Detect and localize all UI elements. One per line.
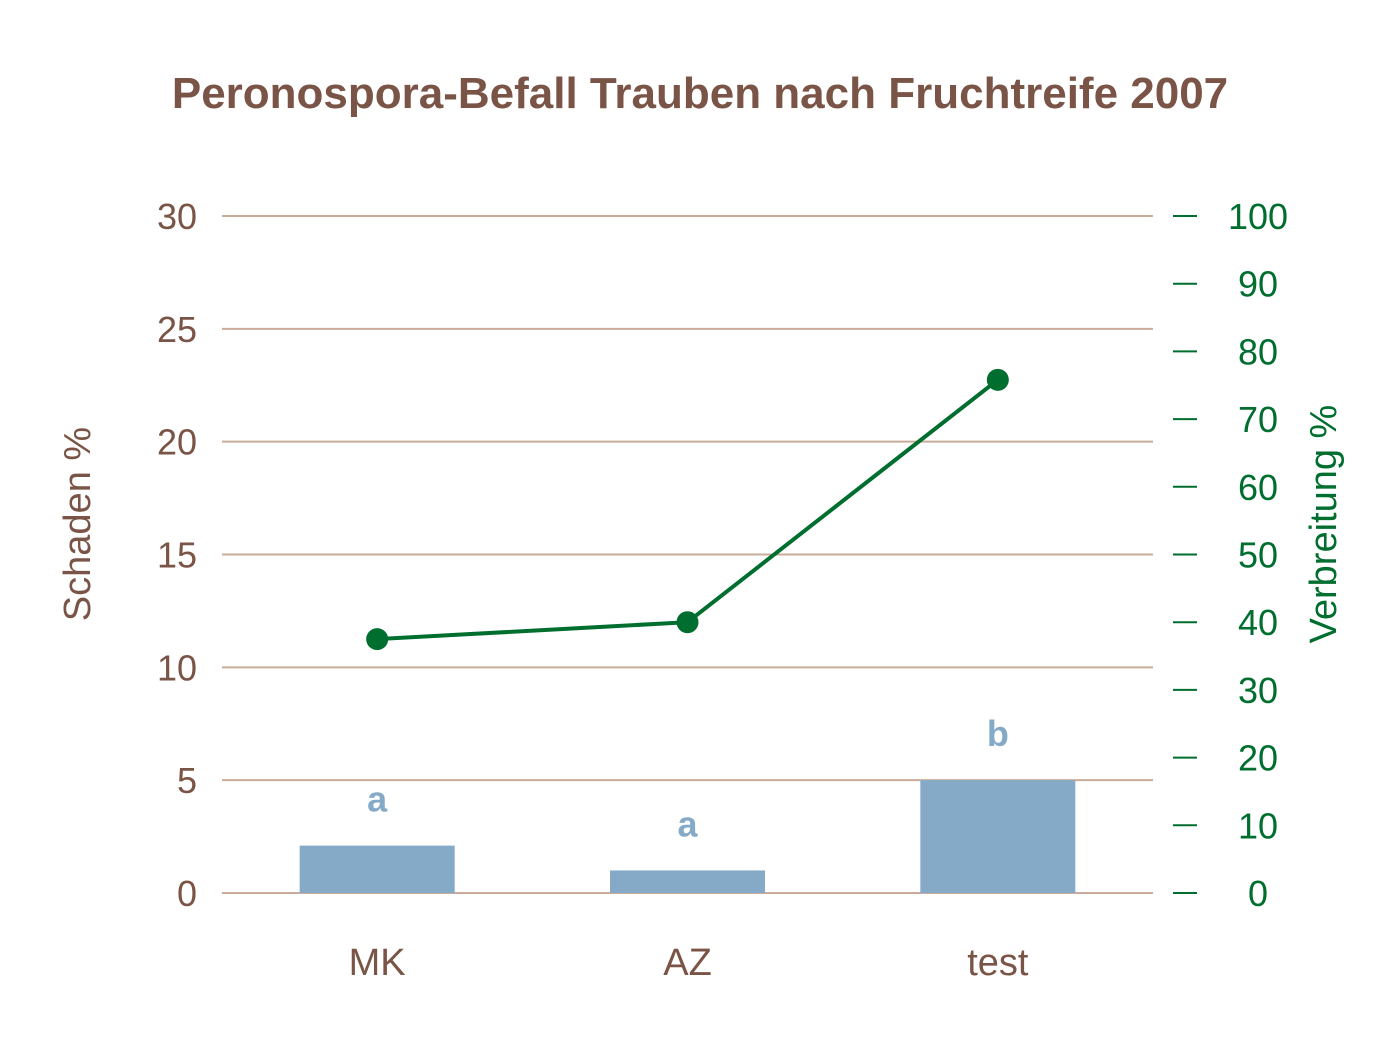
bar-significance-label: a	[367, 779, 388, 820]
y-tick-label-right: 40	[1238, 602, 1278, 643]
y-tick-label-left: 5	[177, 760, 197, 801]
y-tick-label-right: 100	[1228, 196, 1288, 237]
x-tick-label: test	[967, 942, 1029, 984]
chart-title: Peronospora-Befall Trauben nach Fruchtre…	[172, 69, 1228, 118]
left-axis: 0 5 10 15 20 25 30	[157, 196, 197, 914]
x-tick-label: AZ	[663, 942, 712, 984]
y-tick-label-left: 10	[157, 647, 197, 688]
y-tick-label-left: 25	[157, 309, 197, 350]
line-point	[676, 611, 699, 634]
y-tick-label-left: 15	[157, 535, 197, 576]
y-tick-label-left: 20	[157, 422, 197, 463]
bar	[610, 870, 765, 893]
line-series	[366, 368, 1009, 651]
right-axis: 0 10 20 30 40 50 60 70 80 90 100	[1173, 196, 1288, 914]
bar-significance-label: a	[677, 803, 698, 844]
y-tick-label-right: 70	[1238, 399, 1278, 440]
y-tick-label-right: 20	[1238, 738, 1278, 779]
y-tick-label-left: 0	[177, 873, 197, 914]
y-tick-label-right: 0	[1248, 873, 1268, 914]
category-labels: MK AZ test	[349, 942, 1029, 984]
y-tick-label-right: 90	[1238, 264, 1278, 305]
gridlines	[222, 215, 1153, 894]
bars: a a b	[299, 713, 1076, 893]
x-tick-label: MK	[349, 942, 406, 984]
line-point	[986, 368, 1009, 391]
bar	[299, 845, 455, 893]
y-axis-label-right: Verbreitung %	[1303, 405, 1345, 644]
y-tick-label-right: 30	[1238, 670, 1278, 711]
y-tick-label-right: 60	[1238, 467, 1278, 508]
y-axis-label-left: Schaden %	[57, 427, 99, 621]
bar-significance-label: b	[987, 713, 1009, 754]
y-tick-label-left: 30	[157, 196, 197, 237]
bar	[920, 780, 1076, 893]
y-tick-label-right: 80	[1238, 331, 1278, 372]
line-path	[377, 378, 1000, 642]
y-tick-label-right: 10	[1238, 805, 1278, 846]
line-point	[366, 628, 389, 651]
y-tick-label-right: 50	[1238, 535, 1278, 576]
